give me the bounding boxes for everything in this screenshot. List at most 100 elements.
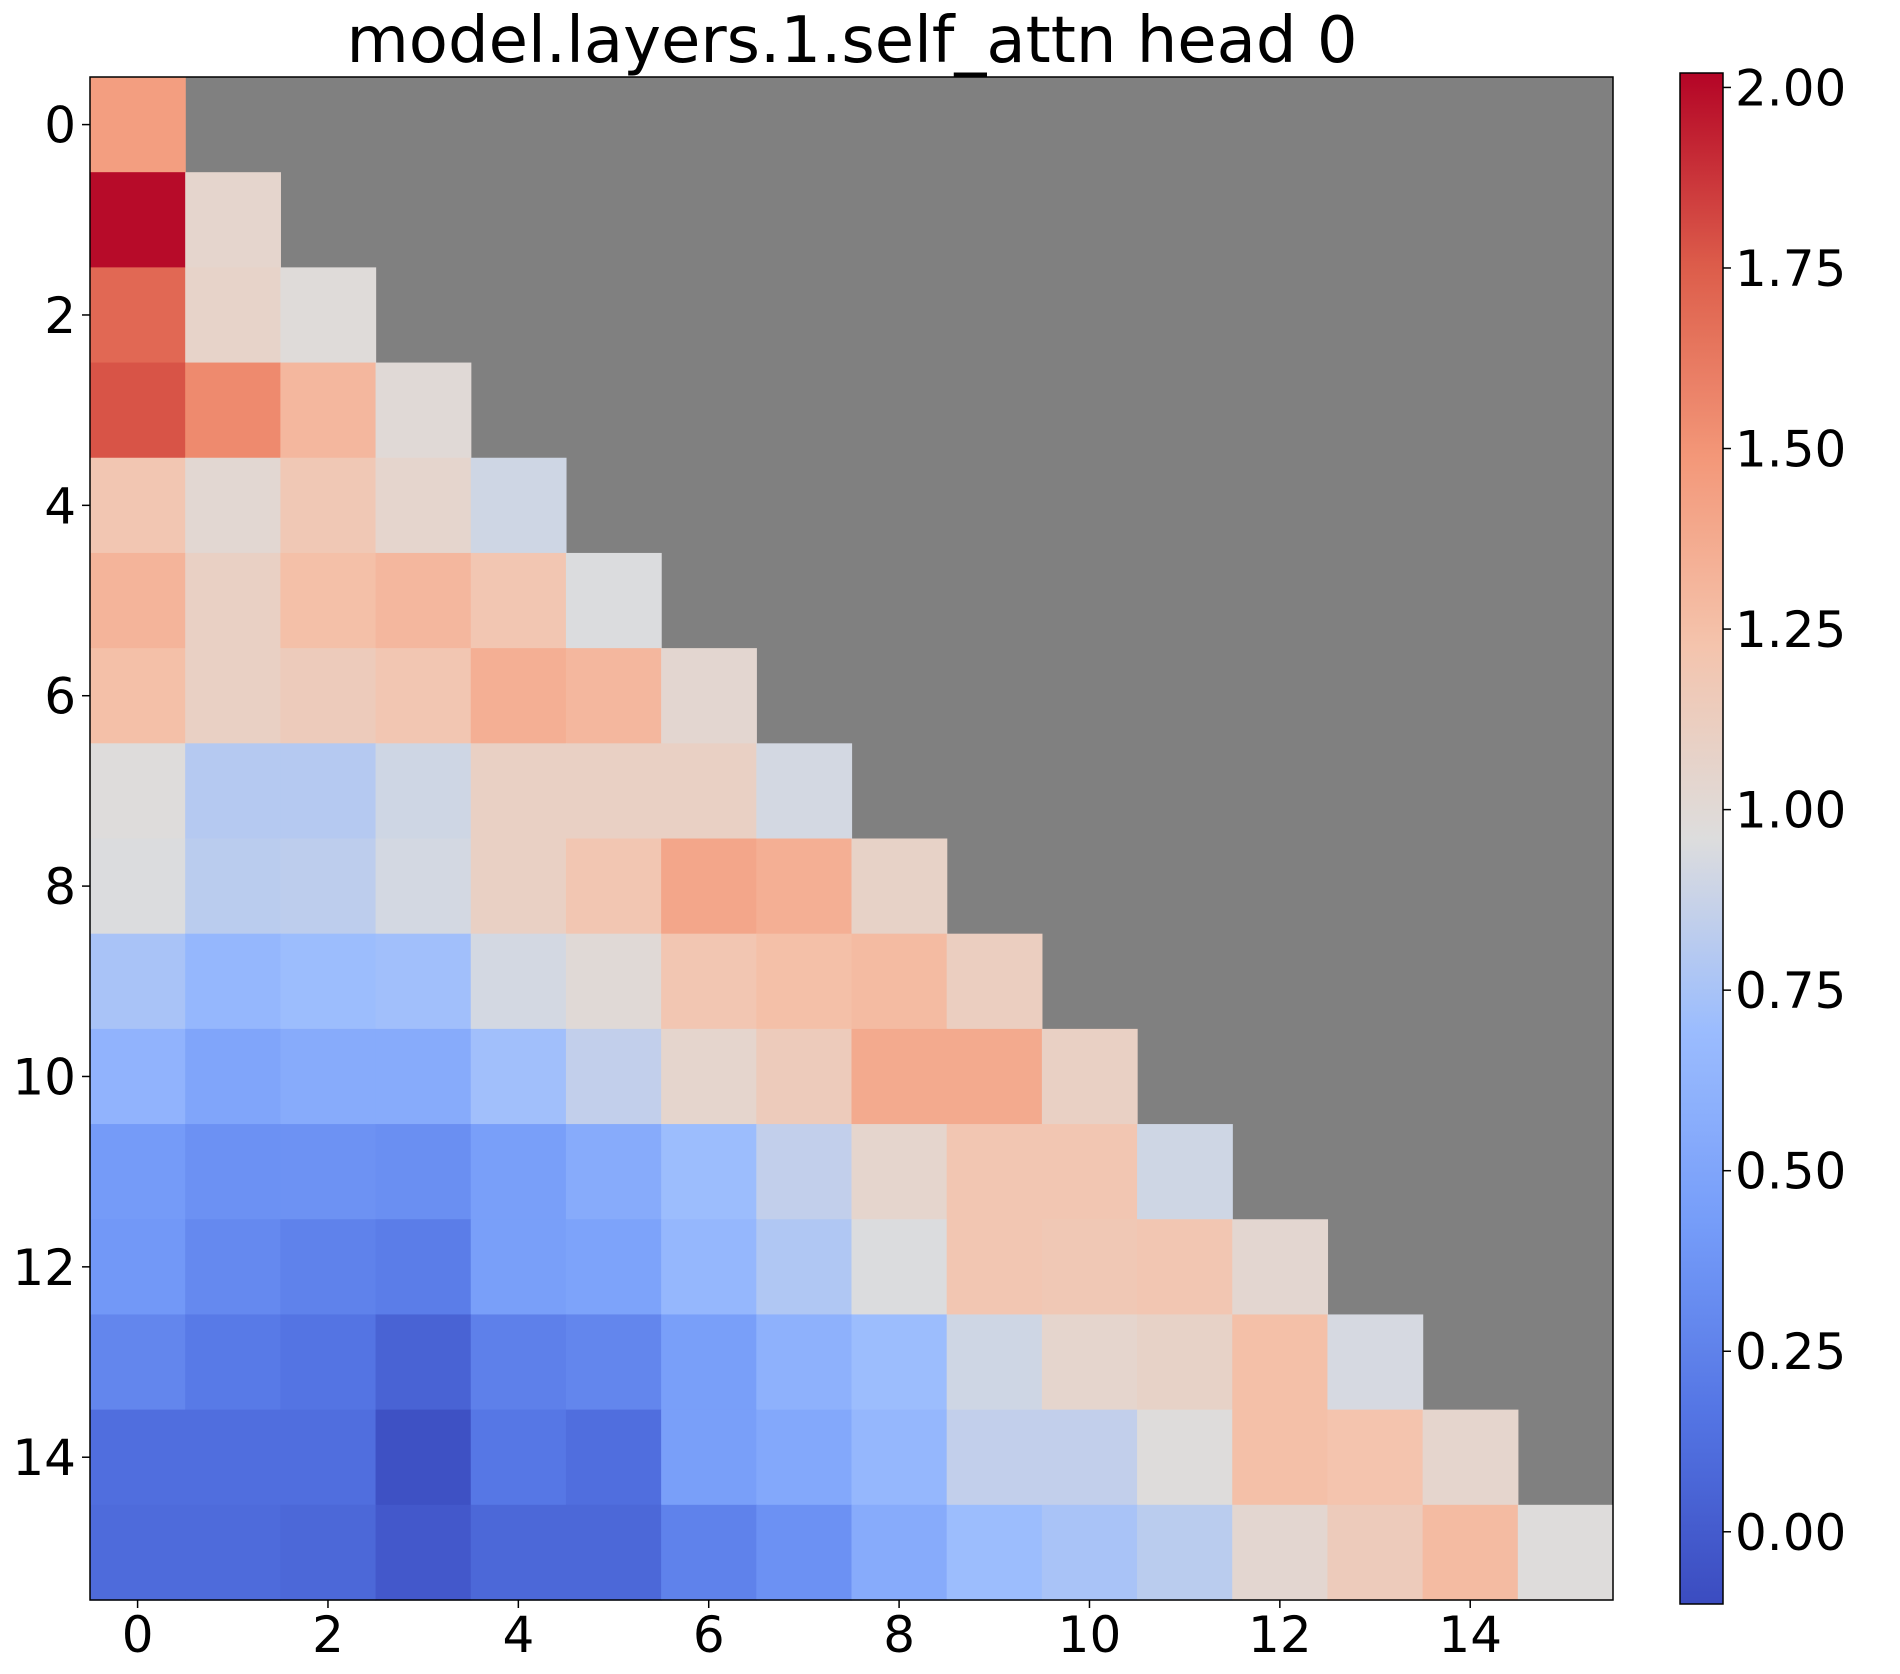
heatmap-cell xyxy=(470,1028,567,1125)
heatmap-cell xyxy=(185,648,281,744)
heatmap-cell xyxy=(946,1219,1043,1316)
heatmap-cell xyxy=(470,1409,567,1506)
heatmap-cell xyxy=(375,933,472,1030)
heatmap-cell xyxy=(185,933,281,1030)
heatmap-cell xyxy=(1041,1409,1138,1506)
heatmap-cell xyxy=(90,552,186,649)
heatmap-cell xyxy=(756,1219,853,1316)
heatmap-cell xyxy=(185,1409,281,1506)
heatmap-cell xyxy=(1327,1314,1424,1411)
y-tick-label: 14 xyxy=(12,1429,76,1487)
heatmap-cell xyxy=(851,933,948,1030)
heatmap-cell xyxy=(185,172,281,268)
heatmap-cell xyxy=(565,1219,662,1316)
x-tick-label: 12 xyxy=(1248,1606,1312,1664)
colorbar-tick-label: 0.00 xyxy=(1735,1504,1846,1562)
heatmap-cell xyxy=(756,1028,853,1125)
heatmap-cell xyxy=(661,1124,757,1220)
heatmap-cell xyxy=(661,1504,757,1601)
heatmap-cell xyxy=(1041,1219,1138,1316)
heatmap-cell xyxy=(280,1124,377,1220)
heatmap-cell xyxy=(1041,1028,1138,1125)
heatmap-cell xyxy=(661,838,757,935)
heatmap-cell xyxy=(280,1314,377,1411)
heatmap-cell xyxy=(185,362,281,459)
heatmap-cell xyxy=(756,1314,853,1411)
x-tick-label: 14 xyxy=(1438,1606,1502,1664)
colorbar-tick-label: 1.75 xyxy=(1735,240,1846,298)
heatmap-cell xyxy=(280,743,377,840)
heatmap-cell xyxy=(90,362,186,459)
colorbar-tick-label: 1.25 xyxy=(1735,601,1846,659)
heatmap-cell xyxy=(375,1124,472,1220)
heatmap-cell xyxy=(756,1504,853,1601)
heatmap-cell xyxy=(375,362,472,459)
y-tick-label: 0 xyxy=(44,97,76,155)
heatmap-cell xyxy=(851,1124,948,1220)
y-tick-label: 8 xyxy=(44,858,76,916)
heatmap-cell xyxy=(470,743,567,840)
colorbar-tick-label: 0.25 xyxy=(1735,1323,1846,1381)
heatmap-cell xyxy=(470,1504,567,1601)
y-tick-label: 12 xyxy=(12,1239,76,1297)
heatmap-cell xyxy=(1232,1219,1329,1316)
heatmap-cell xyxy=(470,933,567,1030)
heatmap-cell xyxy=(185,743,281,840)
heatmap-cell xyxy=(946,1504,1043,1601)
heatmap-cell xyxy=(1232,1409,1329,1506)
heatmap-cell xyxy=(375,1409,472,1506)
heatmap-cell xyxy=(1327,1504,1424,1601)
heatmap-cell xyxy=(185,838,281,935)
heatmap-cell xyxy=(661,1314,757,1411)
heatmap-cell xyxy=(1232,1314,1329,1411)
heatmap-cell xyxy=(565,1409,662,1506)
y-tick-label: 4 xyxy=(44,477,76,535)
heatmap-cell xyxy=(1137,1124,1233,1220)
heatmap-cell xyxy=(565,933,662,1030)
heatmap-cell xyxy=(185,1219,281,1316)
heatmap-cell xyxy=(946,1124,1043,1220)
heatmap-cell xyxy=(375,1314,472,1411)
colorbar-tick-label: 1.50 xyxy=(1735,421,1846,479)
heatmap-cell xyxy=(280,457,377,554)
x-tick-label: 2 xyxy=(312,1606,344,1664)
plot-area xyxy=(89,76,1614,1601)
heatmap-cell xyxy=(375,1028,472,1125)
y-tick-label: 2 xyxy=(44,287,76,345)
x-tick-label: 8 xyxy=(883,1606,915,1664)
heatmap-cell xyxy=(1137,1504,1233,1601)
heatmap-cell xyxy=(375,743,472,840)
heatmap-cell xyxy=(756,838,853,935)
x-axis: 0 2 4 6 8 10 12 14 xyxy=(122,1600,1502,1664)
heatmap-cell xyxy=(661,1219,757,1316)
heatmap-cell xyxy=(185,267,281,364)
x-tick-label: 0 xyxy=(122,1606,154,1664)
heatmap-cell xyxy=(280,1409,377,1506)
heatmap-cell xyxy=(90,1124,186,1220)
heatmap-cell xyxy=(470,648,567,744)
heatmap-cell xyxy=(1422,1409,1519,1506)
heatmap-cell xyxy=(90,1314,186,1411)
colorbar-tick-label: 0.50 xyxy=(1735,1143,1846,1201)
x-tick-label: 6 xyxy=(693,1606,725,1664)
heatmap-cell xyxy=(851,1314,948,1411)
heatmap-cell xyxy=(375,1219,472,1316)
colorbar: 0.00 0.25 0.50 0.75 1.00 1.25 1.50 1.75 2.00 xyxy=(1679,59,1846,1605)
heatmap-cell xyxy=(185,1314,281,1411)
heatmap-cell xyxy=(280,267,377,364)
heatmap-cell xyxy=(851,1504,948,1601)
heatmap-cell xyxy=(280,552,377,649)
heatmap-cell xyxy=(280,838,377,935)
heatmap-cell xyxy=(1327,1409,1424,1506)
heatmap-cell xyxy=(946,1314,1043,1411)
heatmap-cell xyxy=(90,457,186,554)
heatmap-cell xyxy=(470,552,567,649)
colorbar-gradient xyxy=(1679,72,1724,1605)
heatmap-cell xyxy=(851,1028,948,1125)
heatmap-cell xyxy=(756,1124,853,1220)
heatmap-cell xyxy=(565,1124,662,1220)
heatmap-cell xyxy=(946,1028,1043,1125)
heatmap-cell xyxy=(90,1409,186,1506)
heatmap-cell xyxy=(565,743,662,840)
